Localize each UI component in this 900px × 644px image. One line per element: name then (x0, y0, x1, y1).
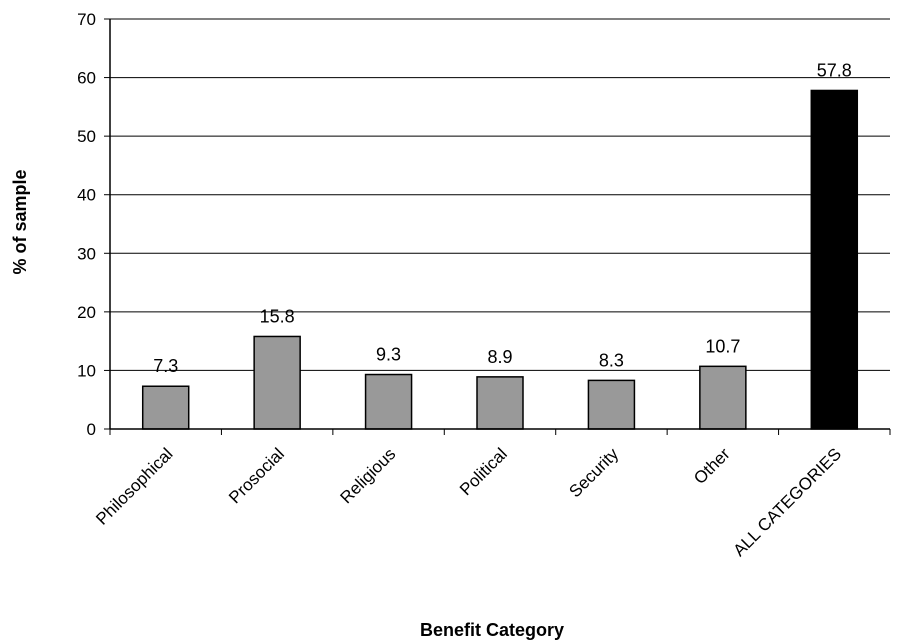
y-tick-label-30: 30 (77, 244, 96, 263)
y-tick-label-20: 20 (77, 303, 96, 322)
data-label-prosocial: 15.8 (260, 306, 295, 326)
x-category-label-other: Other (690, 444, 734, 488)
x-category-label-political: Political (456, 444, 511, 499)
data-labels: 7.3 15.8 9.3 8.9 8.3 10.7 57.8 (153, 60, 852, 376)
y-tick-label-10: 10 (77, 361, 96, 380)
bar-philosophical (141, 385, 190, 430)
data-label-other: 10.7 (705, 336, 740, 356)
y-tick-label-70: 70 (77, 10, 96, 29)
y-tick-labels: 0 10 20 30 40 50 60 70 (77, 10, 96, 439)
bar-religious (364, 373, 413, 430)
x-category-labels: Philosophical Prosocial Religious Political… (92, 444, 845, 560)
bar-security (587, 379, 636, 430)
bar-all-categories (810, 89, 859, 430)
data-label-all-categories: 57.8 (817, 60, 852, 80)
bar-political (476, 376, 524, 430)
bar-other (699, 365, 747, 430)
y-axis-title: % of sample (10, 169, 30, 274)
x-category-label-all-categories: ALL CATEGORIES (729, 444, 845, 560)
bar-prosocial (253, 335, 301, 430)
x-axis-title: Benefit Category (420, 620, 564, 640)
bars (141, 89, 859, 430)
y-tick-label-40: 40 (77, 186, 96, 205)
data-label-political: 8.9 (487, 347, 512, 367)
y-tick-label-0: 0 (87, 420, 96, 439)
x-category-label-prosocial: Prosocial (225, 444, 288, 507)
x-category-label-religious: Religious (337, 444, 400, 507)
axes (104, 18, 891, 435)
x-category-label-philosophical: Philosophical (92, 444, 176, 528)
gridlines (110, 18, 890, 371)
y-tick-label-50: 50 (77, 127, 96, 146)
y-tick-label-60: 60 (77, 69, 96, 88)
data-label-security: 8.3 (599, 350, 624, 370)
data-label-philosophical: 7.3 (153, 356, 178, 376)
x-category-label-security: Security (565, 444, 622, 501)
data-label-religious: 9.3 (376, 345, 401, 365)
